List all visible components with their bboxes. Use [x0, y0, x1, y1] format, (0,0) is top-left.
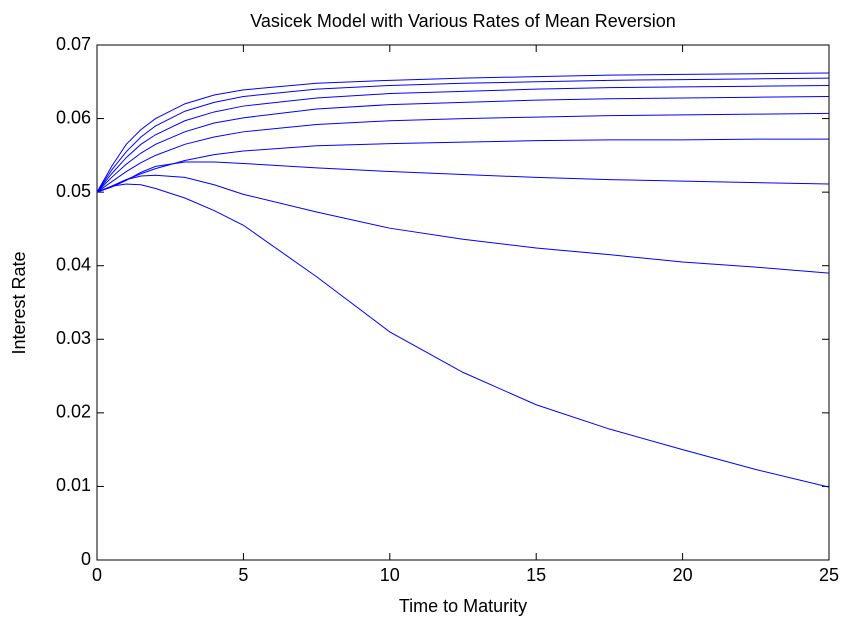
plot-frame — [96, 44, 830, 561]
y-axis-label: Interest Rate — [9, 251, 29, 354]
x-tick-label: 25 — [819, 565, 839, 585]
line-series — [96, 174, 830, 274]
x-tick-label: 10 — [380, 565, 400, 585]
line-series — [96, 77, 830, 193]
y-tick-label: 0.02 — [56, 402, 91, 422]
y-tick-label: 0.06 — [56, 107, 91, 127]
x-tick-label: 15 — [526, 565, 546, 585]
y-tick-label: 0.03 — [56, 328, 91, 348]
x-axis-label: Time to Maturity — [399, 596, 527, 616]
x-tick-label: 0 — [92, 565, 102, 585]
line-series — [96, 183, 830, 488]
line-series — [96, 96, 830, 193]
y-tick-label: 0.05 — [56, 181, 91, 201]
x-tick-label: 20 — [673, 565, 693, 585]
line-series — [96, 161, 830, 193]
line-series — [96, 72, 830, 193]
line-series — [96, 84, 830, 193]
line-series — [96, 112, 830, 193]
y-tick-label: 0.07 — [56, 34, 91, 54]
y-tick-label: 0.01 — [56, 475, 91, 495]
y-tick-label: 0 — [81, 549, 91, 569]
x-tick-label: 5 — [238, 565, 248, 585]
y-tick-label: 0.04 — [56, 254, 91, 274]
chart-title: Vasicek Model with Various Rates of Mean… — [250, 11, 676, 31]
